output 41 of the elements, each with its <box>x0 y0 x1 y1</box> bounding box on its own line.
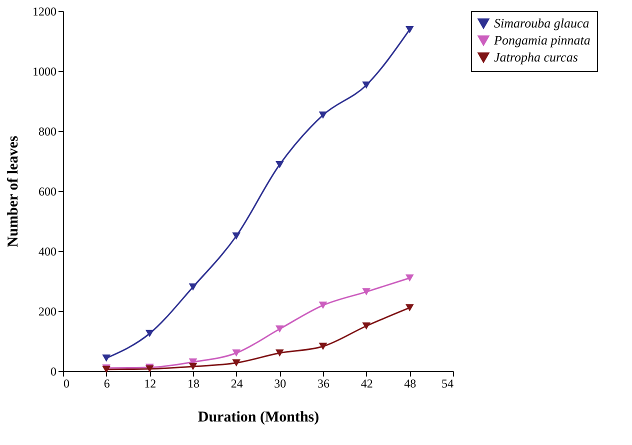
point <box>362 288 371 296</box>
y-tick-label: 1200 <box>32 4 56 18</box>
legend-label: Simarouba glauca <box>494 16 590 30</box>
point <box>405 274 414 282</box>
x-tick-label: 18 <box>188 376 200 390</box>
point <box>362 81 371 89</box>
y-tick-label: 600 <box>38 184 56 198</box>
x-tick-label: 30 <box>274 376 286 390</box>
y-axis-title: Number of leaves <box>6 136 22 248</box>
y-tick-label: 400 <box>38 244 56 258</box>
point <box>275 325 284 333</box>
point <box>405 304 414 312</box>
point <box>318 302 328 309</box>
point <box>318 342 328 350</box>
legend-label: Pongamia pinnata <box>493 32 591 48</box>
x-tick-label: 54 <box>442 376 454 390</box>
x-tick-label: 0 <box>64 376 70 390</box>
point <box>232 349 241 357</box>
x-axis-title: Duration (Months) <box>198 410 320 426</box>
point <box>232 359 241 367</box>
point <box>188 283 198 291</box>
y-tick-label: 1000 <box>32 64 56 78</box>
x-tick-label: 12 <box>144 376 156 390</box>
point <box>405 26 414 34</box>
point <box>102 354 111 362</box>
x-tick-label: 24 <box>230 376 243 390</box>
x-tick-label: 48 <box>404 376 416 390</box>
y-tick-label: 200 <box>38 304 56 318</box>
x-tick-label: 6 <box>104 376 110 390</box>
legend-label: Jatropha curcas <box>494 50 578 64</box>
y-tick-label: 0 <box>50 364 56 378</box>
y-tick-label: 800 <box>38 124 56 138</box>
x-tick-label: 42 <box>360 376 373 390</box>
point <box>275 160 284 168</box>
point <box>318 111 328 119</box>
point <box>275 349 284 357</box>
x-tick-label: 36 <box>318 376 330 390</box>
point <box>232 232 241 240</box>
point <box>145 330 154 338</box>
point <box>362 322 371 330</box>
point <box>188 362 198 370</box>
